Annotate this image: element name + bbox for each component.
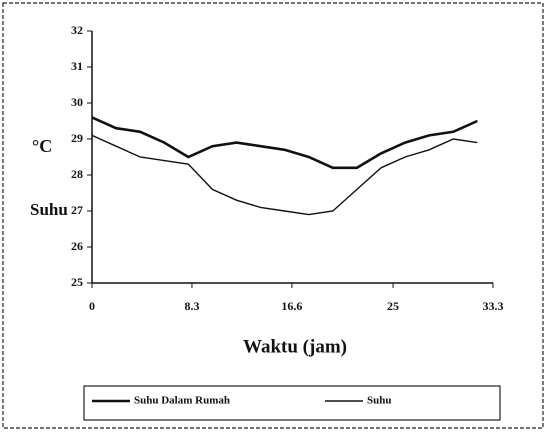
y-tick-label: 27 <box>71 203 83 217</box>
y-tick-label: 26 <box>71 239 83 253</box>
x-tick-label: 8.3 <box>184 299 199 313</box>
series-line <box>91 134 478 216</box>
frame <box>2 2 544 429</box>
y-tick-label: 29 <box>71 131 83 145</box>
y-tick-label: 32 <box>71 23 83 37</box>
y-tick-label: 30 <box>71 95 83 109</box>
y-axis-label: Suhu <box>30 200 68 219</box>
y-tick-label: 31 <box>71 59 83 73</box>
y-axis-unit: °C <box>32 136 52 156</box>
x-axis-label: Waktu (jam) <box>243 336 347 357</box>
x-tick-label: 16.6 <box>281 299 302 313</box>
series-line <box>91 116 478 170</box>
y-tick-label: 28 <box>71 167 83 181</box>
x-tick-label: 33.3 <box>483 299 504 313</box>
legend-label: Suhu Dalam Rumah <box>134 395 230 407</box>
y-tick-label: 25 <box>71 275 83 289</box>
legend-label: Suhu <box>367 395 391 407</box>
legend-box <box>83 385 501 421</box>
x-tick-label: 0 <box>89 299 95 313</box>
x-tick-label: 25 <box>387 299 399 313</box>
